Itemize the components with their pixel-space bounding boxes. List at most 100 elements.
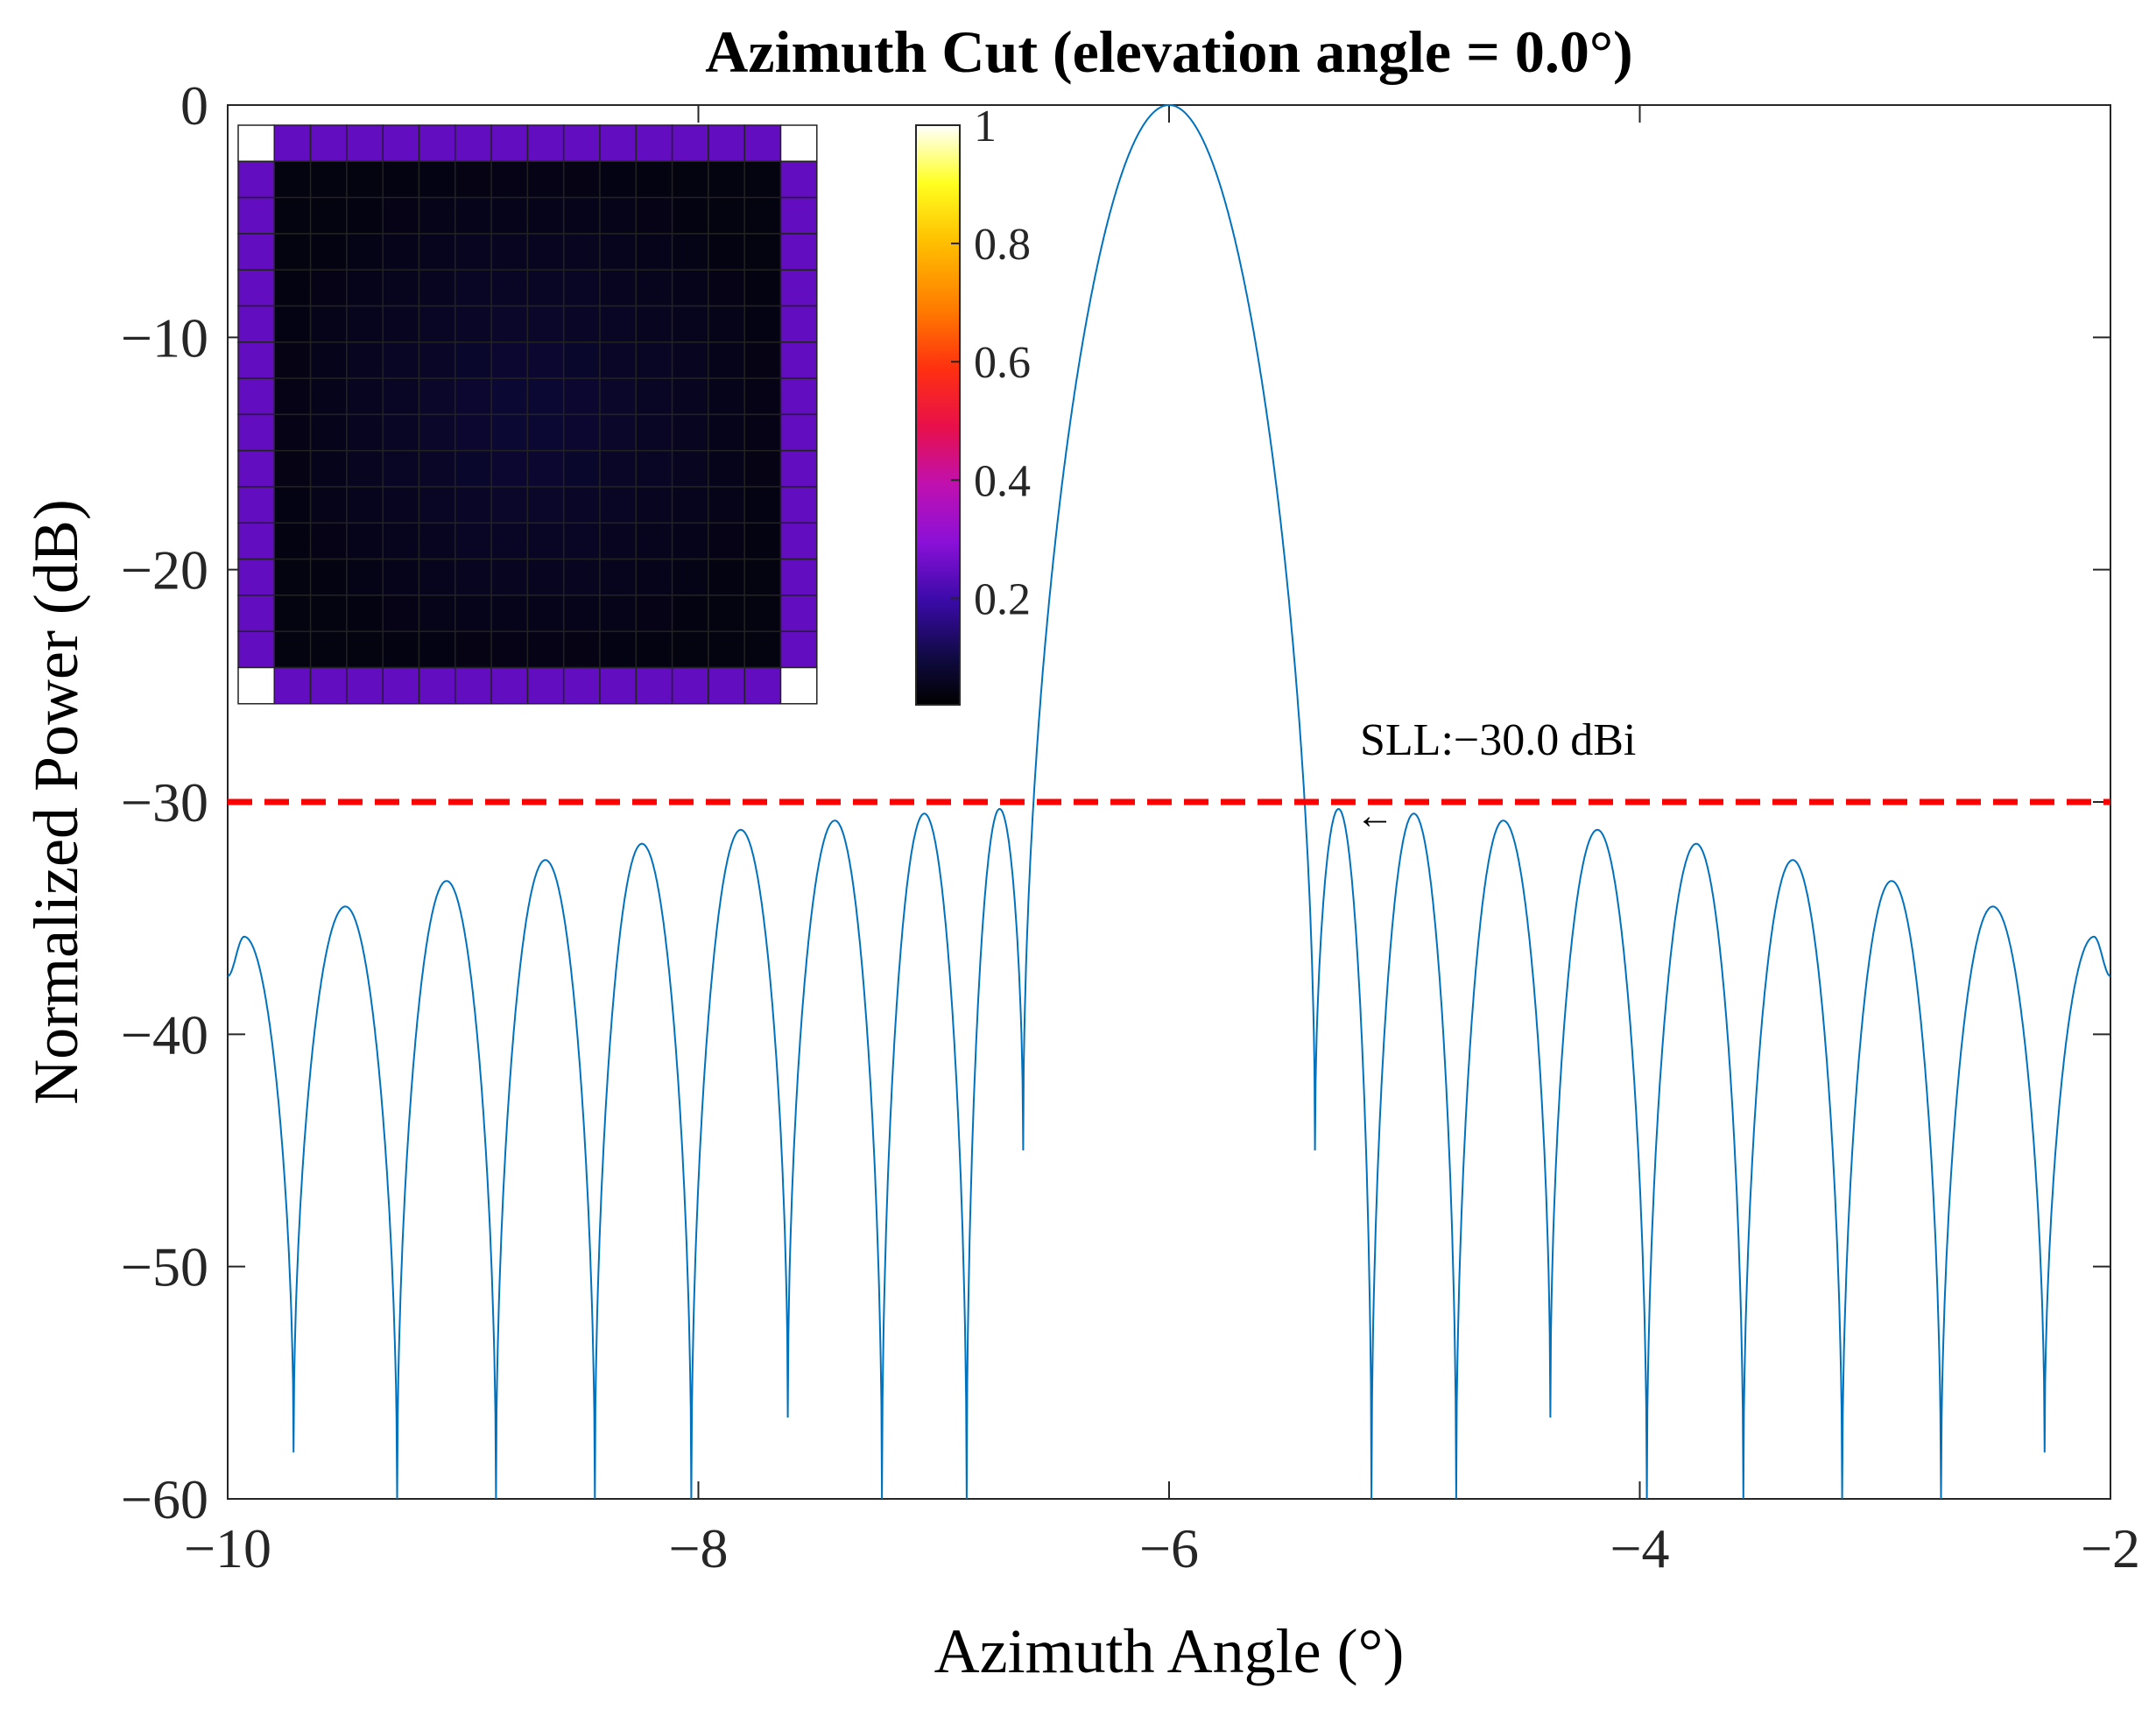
heatmap-cell [635, 558, 673, 596]
heatmap-cell [382, 196, 420, 235]
heatmap-cell [237, 160, 276, 199]
heatmap-cell [599, 522, 638, 560]
heatmap-cell [562, 558, 601, 596]
heatmap-cell [708, 160, 745, 199]
heatmap-cell [526, 449, 565, 488]
heatmap-cell [418, 160, 456, 199]
heatmap-cell [671, 124, 709, 163]
heatmap-cell [779, 666, 818, 705]
heatmap-cell [346, 124, 384, 163]
heatmap-cell [454, 522, 492, 560]
heatmap-cell [273, 196, 312, 235]
heatmap-cell [273, 666, 312, 705]
heatmap-cell [526, 233, 565, 271]
heatmap-cell [635, 413, 673, 452]
heatmap-cell [490, 558, 529, 596]
heatmap-cell [490, 341, 529, 379]
heatmap-cell [708, 449, 745, 488]
heatmap-cell [635, 449, 673, 488]
heatmap-cell [779, 522, 818, 560]
x-tick-label: −4 [1610, 1517, 1669, 1579]
heatmap-cell [490, 269, 529, 307]
heatmap-cell [708, 558, 745, 596]
series-line [227, 104, 2111, 1500]
colorbar-tick-label: 0.4 [974, 456, 1031, 506]
heatmap-cell [671, 377, 709, 416]
heatmap-cell [309, 486, 348, 524]
heatmap-cell [743, 449, 782, 488]
heatmap-cell [599, 269, 638, 307]
heatmap-cell [526, 558, 565, 596]
heatmap-cell [562, 305, 601, 343]
heatmap-cell [490, 522, 529, 560]
heatmap-cell [599, 305, 638, 343]
heatmap-cell [599, 233, 638, 271]
heatmap-cell [382, 377, 420, 416]
x-tick-label: −2 [2081, 1517, 2140, 1579]
colorbar-tick-label: 0.8 [974, 220, 1031, 270]
heatmap-cell [382, 269, 420, 307]
heatmap-cell [237, 305, 276, 343]
heatmap-cell [671, 486, 709, 524]
heatmap-cell [635, 233, 673, 271]
heatmap-cell [743, 160, 782, 199]
heatmap-cell [382, 630, 420, 669]
heatmap-cell [779, 449, 818, 488]
heatmap-cell [599, 160, 638, 199]
heatmap-cell [454, 449, 492, 488]
heatmap-cell [779, 341, 818, 379]
heatmap-cell [708, 522, 745, 560]
heatmap-cell [454, 341, 492, 379]
heatmap-cell [743, 486, 782, 524]
heatmap-cell [454, 196, 492, 235]
heatmap-cell [671, 196, 709, 235]
heatmap-cell [599, 449, 638, 488]
heatmap-cell [635, 269, 673, 307]
heatmap-cell [346, 377, 384, 416]
heatmap-cell [743, 630, 782, 669]
heatmap-cell [708, 377, 745, 416]
inset-heatmap [237, 124, 818, 705]
y-tick-label: −50 [121, 1236, 208, 1298]
heatmap-cell [346, 269, 384, 307]
heatmap-cell [418, 377, 456, 416]
heatmap-cell [346, 305, 384, 343]
heatmap-cell [743, 558, 782, 596]
heatmap-cell [309, 377, 348, 416]
heatmap-cell [382, 522, 420, 560]
heatmap-cell [779, 196, 818, 235]
heatmap-cell [671, 449, 709, 488]
x-tick-label: −10 [184, 1517, 271, 1579]
heatmap-cell [562, 233, 601, 271]
heatmap-cell [779, 233, 818, 271]
heatmap-cell [526, 594, 565, 632]
heatmap-cell [708, 269, 745, 307]
heatmap-cell [526, 486, 565, 524]
heatmap-cell [454, 233, 492, 271]
heatmap-cell [273, 160, 312, 199]
heatmap-cell [562, 666, 601, 705]
heatmap-cell [599, 558, 638, 596]
heatmap-cell [779, 630, 818, 669]
heatmap-cell [273, 558, 312, 596]
heatmap-cell [635, 522, 673, 560]
heatmap-cell [490, 486, 529, 524]
heatmap-cell [273, 630, 312, 669]
heatmap-cell [237, 377, 276, 416]
y-tick-labels: 0 −10 −20 −30 −40 −50 −60 [121, 74, 208, 1530]
heatmap-cell [635, 124, 673, 163]
heatmap-cell [779, 305, 818, 343]
heatmap-cell [418, 449, 456, 488]
y-axis-label: Normalized Power (dB) [21, 499, 91, 1105]
heatmap-cell [708, 594, 745, 632]
heatmap-cell [562, 196, 601, 235]
heatmap-cell [562, 413, 601, 452]
heatmap-cell [526, 666, 565, 705]
heatmap-cell [237, 269, 276, 307]
heatmap-cell [526, 196, 565, 235]
heatmap-cell [671, 630, 709, 669]
heatmap-cell [635, 160, 673, 199]
heatmap-cell [346, 666, 384, 705]
heatmap-cell [743, 305, 782, 343]
heatmap-cell [454, 377, 492, 416]
